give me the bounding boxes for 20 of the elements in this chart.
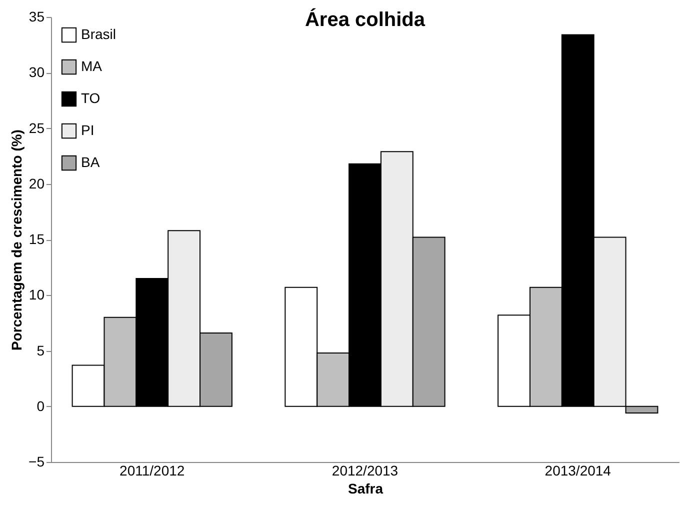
x-axis-title: Safra [348,480,384,496]
y-tick-label: 5 [36,342,45,358]
y-axis-title: Porcentagem de crescimento (%) [8,130,25,350]
y-tick-label: 0 [36,398,45,414]
legend-label: BA [81,154,100,170]
y-tick-label: 10 [28,286,45,303]
x-tick-label: 2011/2012 [120,462,185,478]
y-tick-label: −5 [28,454,45,470]
y-tick-label: 35 [28,8,45,24]
legend-label: Brasil [81,26,116,42]
x-tick-label: 2013/2014 [544,462,612,478]
y-tick-label: 15 [28,231,45,247]
y-tick-label: 20 [28,175,45,192]
legend-label: PI [81,122,94,138]
y-tick-label: 30 [28,64,45,80]
chart-title: Área colhida [304,8,426,31]
y-tick-label: 25 [28,120,45,136]
x-tick-label: 2012/2013 [332,462,398,478]
legend-label: MA [81,58,103,74]
legend-label: TO [81,90,100,106]
